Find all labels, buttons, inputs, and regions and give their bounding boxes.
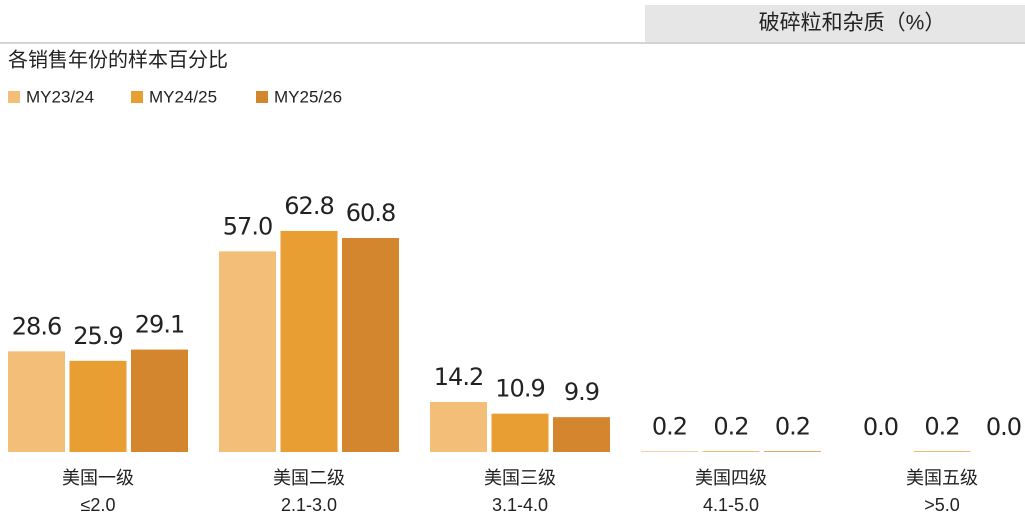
value-label: 0.2 <box>652 412 687 440</box>
x-tick-label: 3.1-4.0 <box>492 495 548 515</box>
value-label: 60.8 <box>346 199 395 227</box>
x-tick-label: ≤2.0 <box>81 495 116 515</box>
x-tick-label: 2.1-3.0 <box>281 495 337 515</box>
value-label: 57.0 <box>223 212 272 240</box>
value-label: 0.2 <box>775 412 810 440</box>
x-tick-label: 美国二级 <box>273 468 345 488</box>
legend-swatch <box>131 91 143 103</box>
legend-swatch <box>8 91 20 103</box>
bar <box>764 451 821 452</box>
value-label: 0.0 <box>986 413 1021 441</box>
value-label: 0.2 <box>713 412 748 440</box>
x-tick-label: >5.0 <box>924 495 960 515</box>
value-label: 29.1 <box>135 311 184 339</box>
value-label: 0.2 <box>924 412 959 440</box>
legend-swatch <box>256 91 268 103</box>
x-tick-label: 美国四级 <box>695 468 767 488</box>
legend-label: MY25/26 <box>274 87 342 106</box>
value-label: 28.6 <box>12 312 61 340</box>
bar <box>280 230 338 452</box>
bar <box>491 413 549 452</box>
bar <box>219 251 276 452</box>
bar <box>8 351 65 452</box>
header-box <box>645 5 1025 42</box>
bar <box>342 237 399 452</box>
x-tick-label: 美国一级 <box>62 468 134 488</box>
bar <box>913 451 971 452</box>
value-label: 14.2 <box>434 363 483 391</box>
x-tick-label: 4.1-5.0 <box>703 495 759 515</box>
legend-label: MY23/24 <box>26 87 94 106</box>
value-label: 9.9 <box>564 378 599 406</box>
bar <box>641 451 698 452</box>
bar <box>702 451 760 452</box>
legend-label: MY24/25 <box>149 87 217 106</box>
bar <box>553 417 610 452</box>
value-label: 62.8 <box>284 192 333 220</box>
bar <box>430 402 487 452</box>
value-label: 10.9 <box>495 375 544 403</box>
chart-title: 破碎粒和杂质（%） <box>759 12 946 35</box>
value-label: 0.0 <box>863 413 898 441</box>
bar <box>69 360 127 452</box>
x-tick-label: 美国三级 <box>484 468 556 488</box>
x-tick-label: 美国五级 <box>906 468 978 488</box>
bar <box>131 349 188 452</box>
value-label: 25.9 <box>73 322 122 350</box>
chart-subtitle: 各销售年份的样本百分比 <box>8 48 228 71</box>
